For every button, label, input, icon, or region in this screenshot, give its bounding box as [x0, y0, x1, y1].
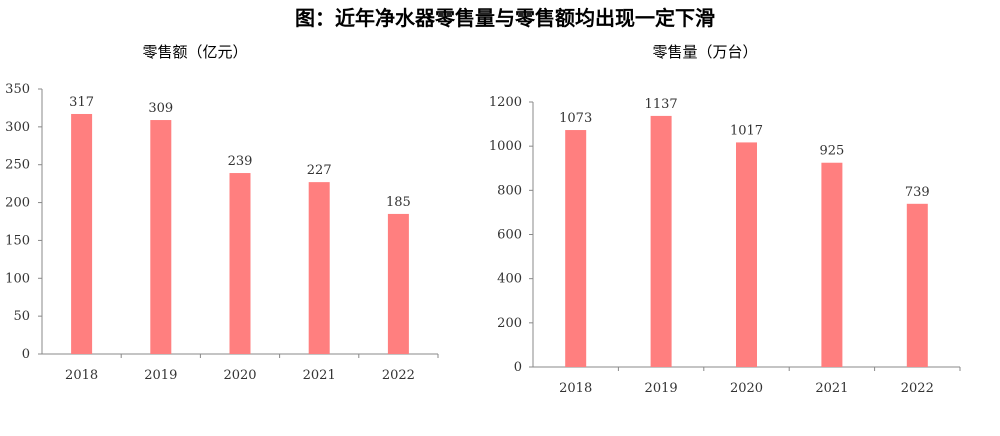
- bar-2022: [906, 203, 928, 367]
- y-tick-label: 200: [497, 316, 522, 331]
- data-label-2022: 185: [386, 195, 411, 210]
- y-tick-label: 150: [5, 233, 30, 248]
- bar-2022: [387, 213, 409, 354]
- data-label-2022: 739: [905, 185, 930, 200]
- bar-2018: [71, 113, 93, 354]
- y-tick-label: 400: [497, 272, 522, 287]
- data-label-2020: 1017: [730, 123, 763, 138]
- y-tick-label: 200: [5, 196, 30, 211]
- x-tick-label: 2018: [65, 368, 98, 383]
- x-tick-label: 2019: [645, 381, 678, 396]
- x-tick-label: 2022: [901, 381, 934, 396]
- data-label-2019: 309: [148, 101, 173, 116]
- y-tick-label: 1200: [489, 95, 522, 110]
- x-tick-label: 2021: [303, 368, 336, 383]
- bar-2020: [736, 142, 757, 367]
- data-label-2020: 239: [228, 154, 253, 169]
- chart-title: 零售额（亿元）: [142, 43, 247, 61]
- chart-title: 零售量（万台）: [652, 43, 757, 61]
- bar-2020: [229, 173, 251, 354]
- chart-retail-sales-value: 零售额（亿元） 0 50 100 150 200 250 300 350 317 2018 309 20…: [5, 43, 439, 383]
- x-tick-label: 2022: [382, 368, 415, 383]
- y-tick-label: 0: [22, 347, 30, 362]
- bar-2021: [308, 182, 330, 354]
- y-tick-label: 0: [514, 360, 522, 375]
- data-label-2018: 317: [69, 95, 94, 110]
- data-label-2021: 227: [307, 163, 332, 178]
- y-tick-label: 250: [5, 158, 30, 173]
- x-tick-label: 2021: [815, 381, 848, 396]
- data-label-2018: 1073: [559, 111, 592, 126]
- data-label-2019: 1137: [645, 97, 678, 112]
- page-title: 图：近年净水器零售量与零售额均出现一定下滑: [295, 6, 715, 30]
- bar-2019: [150, 120, 172, 355]
- x-tick-label: 2020: [223, 368, 256, 383]
- y-tick-label: 800: [497, 183, 522, 198]
- y-tick-label: 300: [5, 120, 30, 135]
- y-tick-label: 1000: [489, 139, 522, 154]
- y-tick-label: 600: [497, 228, 522, 243]
- bar-2019: [650, 115, 672, 367]
- bar-2018: [565, 130, 587, 367]
- x-tick-label: 2020: [730, 381, 763, 396]
- bar-2021: [821, 162, 843, 367]
- data-label-2021: 925: [819, 144, 844, 159]
- y-tick-label: 100: [5, 271, 30, 286]
- x-tick-label: 2019: [144, 368, 177, 383]
- y-tick-label: 50: [13, 309, 30, 324]
- y-tick-label: 350: [5, 82, 30, 97]
- x-tick-label: 2018: [559, 381, 592, 396]
- chart-retail-sales-volume: 零售量（万台） 0 200 400 600 800 1000 1200 1073 2018 1137…: [489, 43, 961, 396]
